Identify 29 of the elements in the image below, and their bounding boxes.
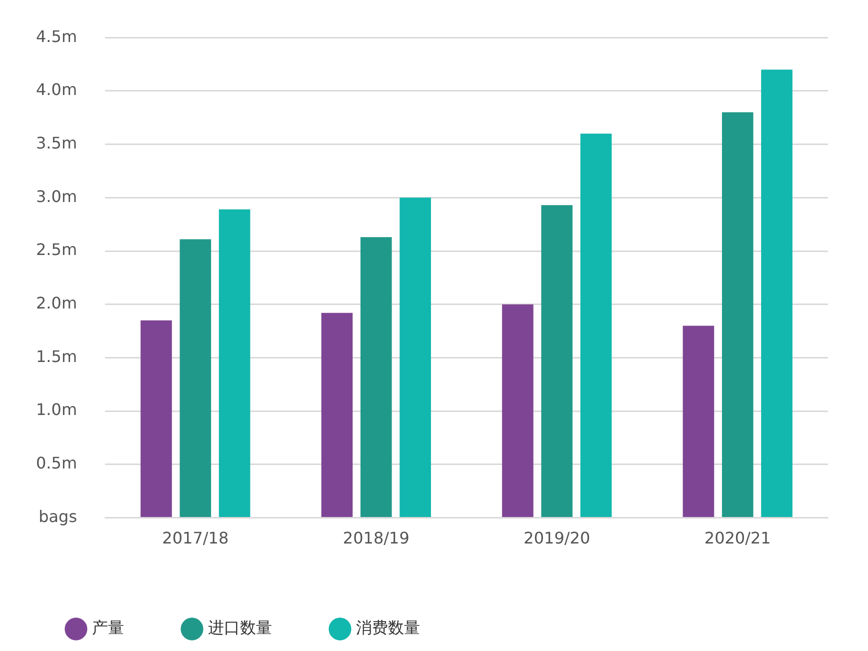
y-tick-label: 2.5m [36, 240, 78, 260]
x-tick-label: 2017/18 [162, 528, 229, 548]
bar [722, 112, 754, 518]
y-tick-label: 0.5m [36, 454, 78, 473]
y-tick-label: 1.0m [36, 400, 78, 420]
bar [321, 312, 353, 518]
legend-label: 产量 [92, 618, 124, 638]
bar [360, 237, 392, 518]
legend-label: 进口数量 [208, 618, 272, 638]
bar [580, 134, 612, 518]
bar [541, 205, 573, 518]
bar [761, 70, 792, 518]
bar [218, 209, 250, 518]
bar [400, 198, 431, 518]
y-tick-label: bags [38, 506, 78, 526]
y-tick-label: 4.5m [36, 26, 78, 46]
y-tick-label: 4.0m [36, 80, 78, 100]
bar [502, 304, 534, 518]
bar [682, 326, 714, 518]
bar [180, 239, 212, 518]
x-tick-label: 2020/21 [704, 528, 771, 548]
legend-label: 消费数量 [356, 618, 420, 638]
x-tick-label: 2019/20 [524, 528, 590, 548]
y-tick-label: 3.5m [36, 133, 78, 152]
y-tick-label: 2.0m [36, 294, 78, 313]
bar [140, 320, 172, 518]
y-tick-label: 1.5m [36, 346, 78, 366]
y-tick-label: 3.0m [36, 186, 78, 206]
x-tick-label: 2018/19 [342, 528, 410, 548]
